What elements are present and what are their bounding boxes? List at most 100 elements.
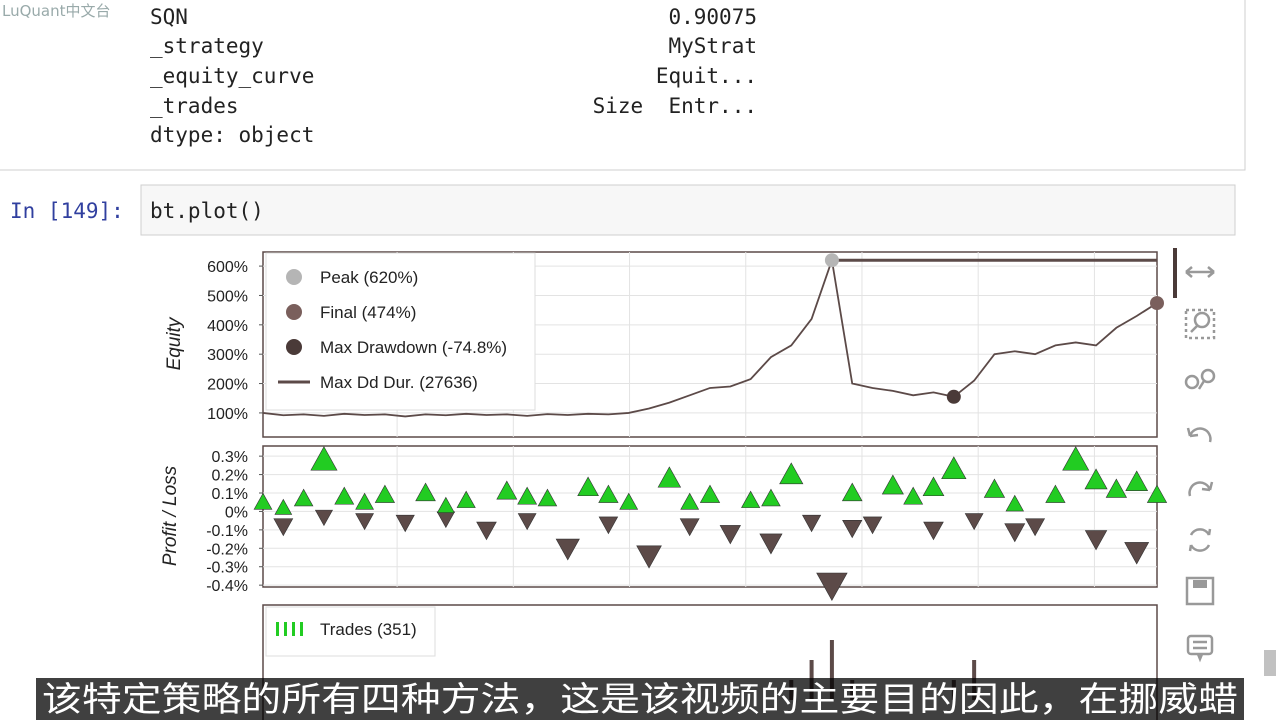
- trade-marker: [964, 513, 984, 531]
- trade-marker: [456, 490, 476, 508]
- subtitle: 该特定策略的所有四种方法，这是该视频的主要目的因此，在挪威蜡: [42, 680, 1238, 720]
- legend-swatch: [300, 622, 303, 636]
- reset-tool[interactable]: [1188, 528, 1212, 552]
- trade-marker: [555, 538, 580, 561]
- trade-marker: [598, 484, 619, 503]
- y-tick-label: -0.2%: [206, 541, 248, 558]
- legend-label: Peak (620%): [320, 268, 418, 287]
- zoom-reset-tool[interactable]: [1184, 368, 1216, 390]
- code-input[interactable]: [140, 184, 1236, 236]
- output-dtype: dtype: object: [150, 123, 314, 147]
- trade-marker: [741, 490, 761, 508]
- y-tick-label: 100%: [207, 406, 248, 423]
- trade-marker: [759, 533, 783, 555]
- trade-marker: [274, 498, 293, 515]
- zoom-tool[interactable]: [1184, 308, 1216, 340]
- undo-tool[interactable]: [1186, 427, 1212, 443]
- watermark: LuQuant中文台: [2, 2, 111, 20]
- trade-marker: [253, 492, 273, 510]
- trade-marker: [334, 486, 355, 505]
- legend-swatch: [276, 622, 279, 636]
- toolbar: [1173, 248, 1216, 663]
- y-tick-label: -0.4%: [206, 578, 248, 595]
- trade-marker: [903, 486, 924, 505]
- trade-marker: [1084, 468, 1108, 490]
- trade-marker: [816, 572, 848, 601]
- y-tick-label: 0.1%: [212, 486, 248, 503]
- trade-marker: [293, 488, 314, 507]
- trade-marker: [436, 496, 455, 514]
- trade-marker: [699, 484, 721, 503]
- y-axis-label: Equity: [164, 316, 185, 370]
- output-value: Equit...: [656, 64, 757, 88]
- trade-marker: [719, 525, 741, 545]
- y-tick-label: 400%: [207, 318, 248, 335]
- legend-box: [265, 252, 536, 411]
- y-tick-label: -0.3%: [206, 560, 248, 577]
- y-axis-label: Profit / Loss: [160, 465, 181, 566]
- output-key: _strategy: [150, 34, 264, 58]
- legend-label: Final (474%): [320, 303, 416, 322]
- y-tick-label: 0.2%: [212, 468, 248, 485]
- trade-marker: [374, 484, 396, 503]
- redo-tool[interactable]: [1188, 481, 1214, 497]
- y-tick-label: 500%: [207, 288, 248, 305]
- output-key: SQN: [150, 5, 188, 29]
- output-key: _trades: [150, 94, 239, 118]
- legend-swatch: [284, 622, 287, 636]
- output-area: [0, 0, 1246, 171]
- trade-marker: [1005, 494, 1024, 512]
- trade-marker: [517, 513, 537, 531]
- legend-swatch: [286, 339, 302, 355]
- trade-marker: [657, 466, 682, 488]
- trade-marker: [1004, 523, 1026, 543]
- trade-marker: [841, 482, 863, 502]
- trade-marker: [496, 480, 518, 500]
- peak-marker: [824, 253, 839, 268]
- trade-marker: [355, 513, 375, 531]
- legend-label: Max Dd Dur. (27636): [320, 373, 478, 392]
- trade-marker: [802, 514, 822, 533]
- trade-marker: [1125, 470, 1149, 491]
- code: bt.plot(): [150, 199, 264, 223]
- trade-marker: [680, 492, 700, 510]
- output-key: _equity_curve: [150, 64, 314, 88]
- trade-marker: [862, 516, 883, 535]
- equity-line: [262, 259, 1158, 418]
- legend-swatch: [292, 622, 295, 636]
- y-tick-label: 300%: [207, 347, 248, 364]
- trade-marker: [923, 521, 944, 541]
- trade-marker: [1025, 518, 1046, 537]
- output-value: 0.90075: [668, 5, 757, 29]
- output-text: SQN 0.90075 _strategy MyStrat _equity_curve E…: [150, 5, 757, 147]
- trade-marker: [842, 520, 863, 539]
- trade-marker: [941, 456, 967, 480]
- trade-marker: [761, 488, 781, 507]
- trade-marker: [1124, 542, 1150, 565]
- trade-marker: [922, 476, 945, 497]
- max-drawdown-marker: [946, 389, 961, 404]
- trade-marker: [415, 482, 436, 502]
- trade-marker: [395, 514, 415, 533]
- legend-swatch: [286, 269, 302, 285]
- trade-marker: [619, 492, 639, 510]
- trade-marker: [273, 518, 294, 537]
- trade-marker: [310, 446, 338, 471]
- trade-marker: [881, 474, 904, 495]
- pan-tool[interactable]: [1185, 266, 1215, 278]
- trade-marker: [636, 545, 662, 569]
- trade-marker: [598, 516, 619, 535]
- trade-marker: [1146, 484, 1168, 503]
- y-tick-label: 600%: [207, 259, 248, 276]
- trade-marker: [314, 509, 334, 527]
- trade-marker: [537, 488, 558, 507]
- trade-count-bar: [829, 640, 834, 700]
- save-tool[interactable]: [1185, 576, 1215, 606]
- output-value: MyStrat: [668, 34, 757, 58]
- y-tick-label: 0%: [225, 504, 248, 521]
- legend-label: Max Drawdown (-74.8%): [320, 338, 507, 357]
- scrollbar-thumb[interactable]: [1264, 650, 1276, 676]
- hover-tool[interactable]: [1186, 634, 1214, 663]
- output-value: Size Entr...: [593, 94, 757, 118]
